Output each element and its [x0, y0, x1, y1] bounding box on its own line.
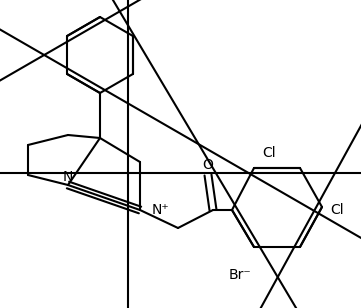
- Text: Cl: Cl: [262, 146, 276, 160]
- Text: N: N: [63, 170, 73, 184]
- Text: Br⁻: Br⁻: [229, 268, 251, 282]
- Text: Cl: Cl: [330, 203, 344, 217]
- Text: N⁺: N⁺: [152, 203, 170, 217]
- Text: O: O: [203, 158, 213, 172]
